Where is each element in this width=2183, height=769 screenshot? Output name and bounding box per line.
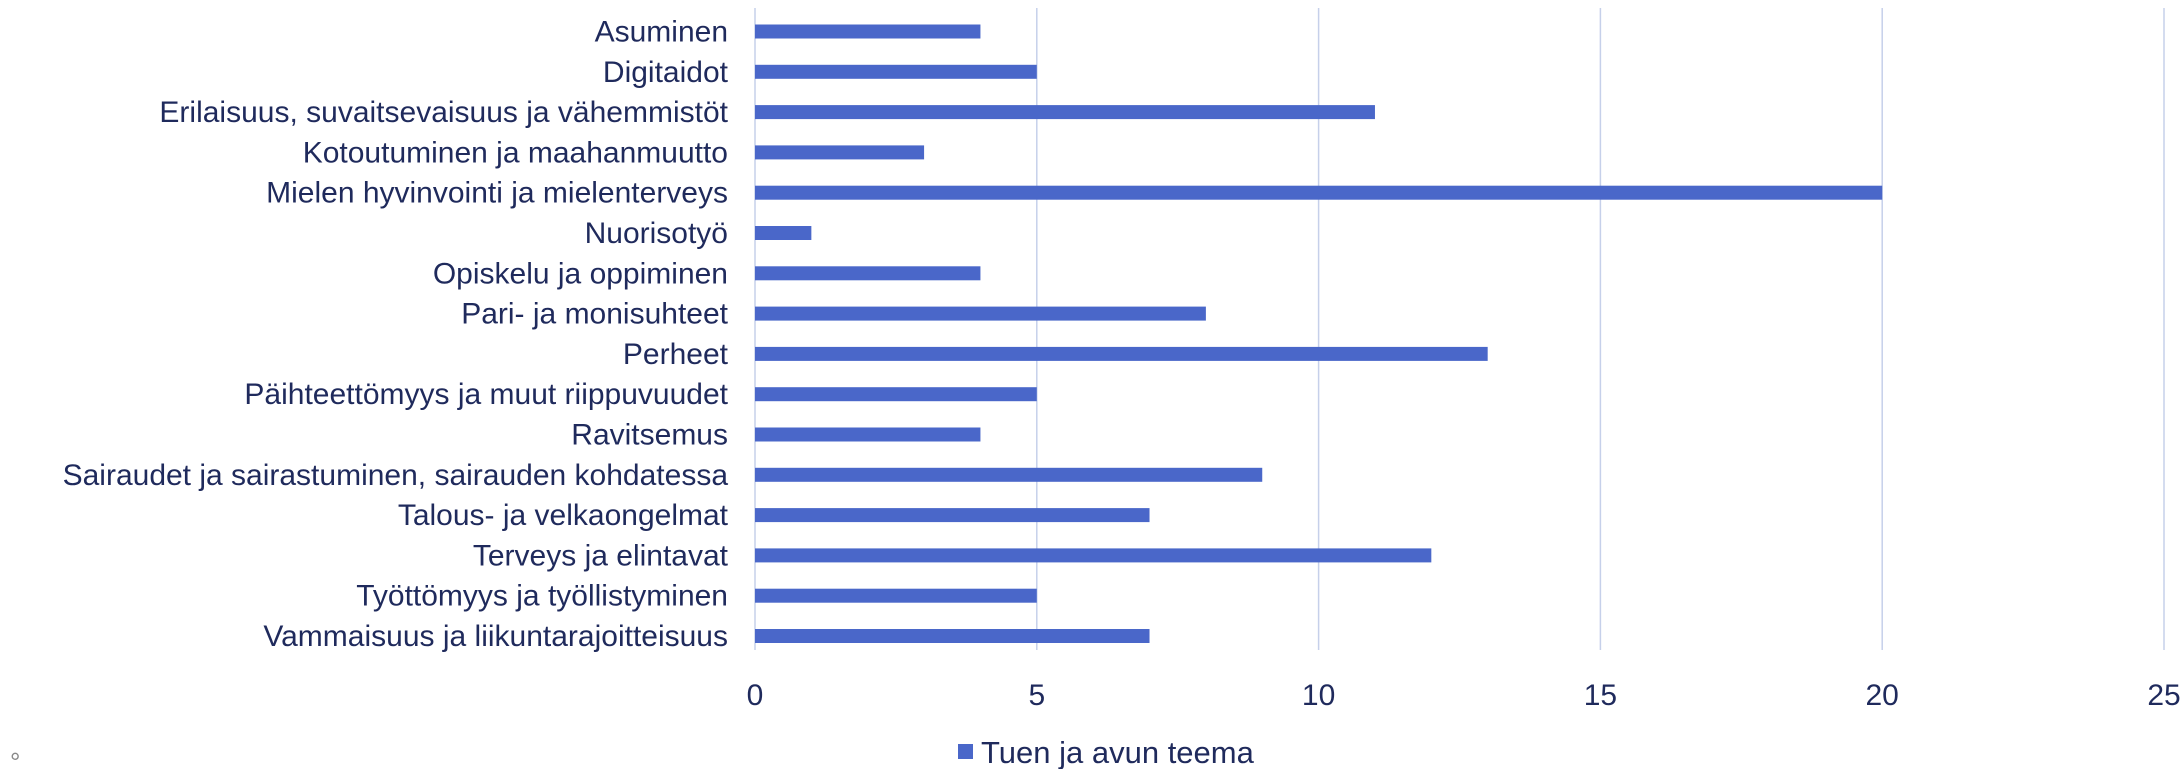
bar [755,105,1375,120]
bar [755,548,1432,563]
legend-swatch [958,744,973,759]
bars [755,24,1883,643]
legend-label: Tuen ja avun teema [981,735,1255,769]
category-label: Vammaisuus ja liikuntarajoitteisuus [263,620,728,653]
legend: Tuen ja avun teema [958,735,1255,769]
bar [755,266,981,281]
bar [755,629,1150,643]
x-tick-label: 20 [1866,679,1899,712]
category-label: Mielen hyvinvointi ja mielenterveys [266,177,728,210]
bar [755,185,1883,200]
category-label: Digitaidot [603,56,729,89]
category-label: Terveys ja elintavat [473,539,729,572]
x-tick-label: 15 [1584,679,1617,712]
category-label: Päihteettömyys ja muut riippuvuudet [244,378,728,411]
category-label: Nuorisotyö [585,217,728,250]
category-label: Perheet [623,338,729,371]
category-label: Erilaisuus, suvaitsevaisuus ja vähemmist… [159,96,728,129]
x-tick-label: 10 [1302,679,1335,712]
category-label: Asuminen [595,16,728,49]
category-label: Opiskelu ja oppiminen [433,257,728,290]
footnote-mark: ° [10,747,20,769]
bar [755,306,1206,321]
category-label: Työttömyys ja työllistyminen [356,580,728,613]
bar [755,508,1150,523]
category-label: Kotoutuminen ja maahanmuutto [303,136,728,169]
bar [755,387,1037,402]
bar [755,346,1488,361]
bar [755,467,1263,482]
x-tick-label: 0 [747,679,764,712]
x-tick-labels: 0 5 10 15 20 25 [747,679,2181,712]
bar [755,145,925,160]
bar [755,588,1037,603]
bar [755,226,812,240]
category-label: Ravitsemus [571,419,728,452]
bar [755,24,981,39]
category-label: Talous- ja velkaongelmat [398,499,729,532]
category-labels: Asuminen Digitaidot Erilaisuus, suvaitseva… [63,16,729,654]
x-tick-label: 25 [2147,679,2180,712]
x-tick-label: 5 [1028,679,1045,712]
bar [755,64,1037,79]
category-label: Pari- ja monisuhteet [461,298,728,331]
bar [755,427,981,442]
category-label: Sairaudet ja sairastuminen, sairauden ko… [63,459,729,492]
